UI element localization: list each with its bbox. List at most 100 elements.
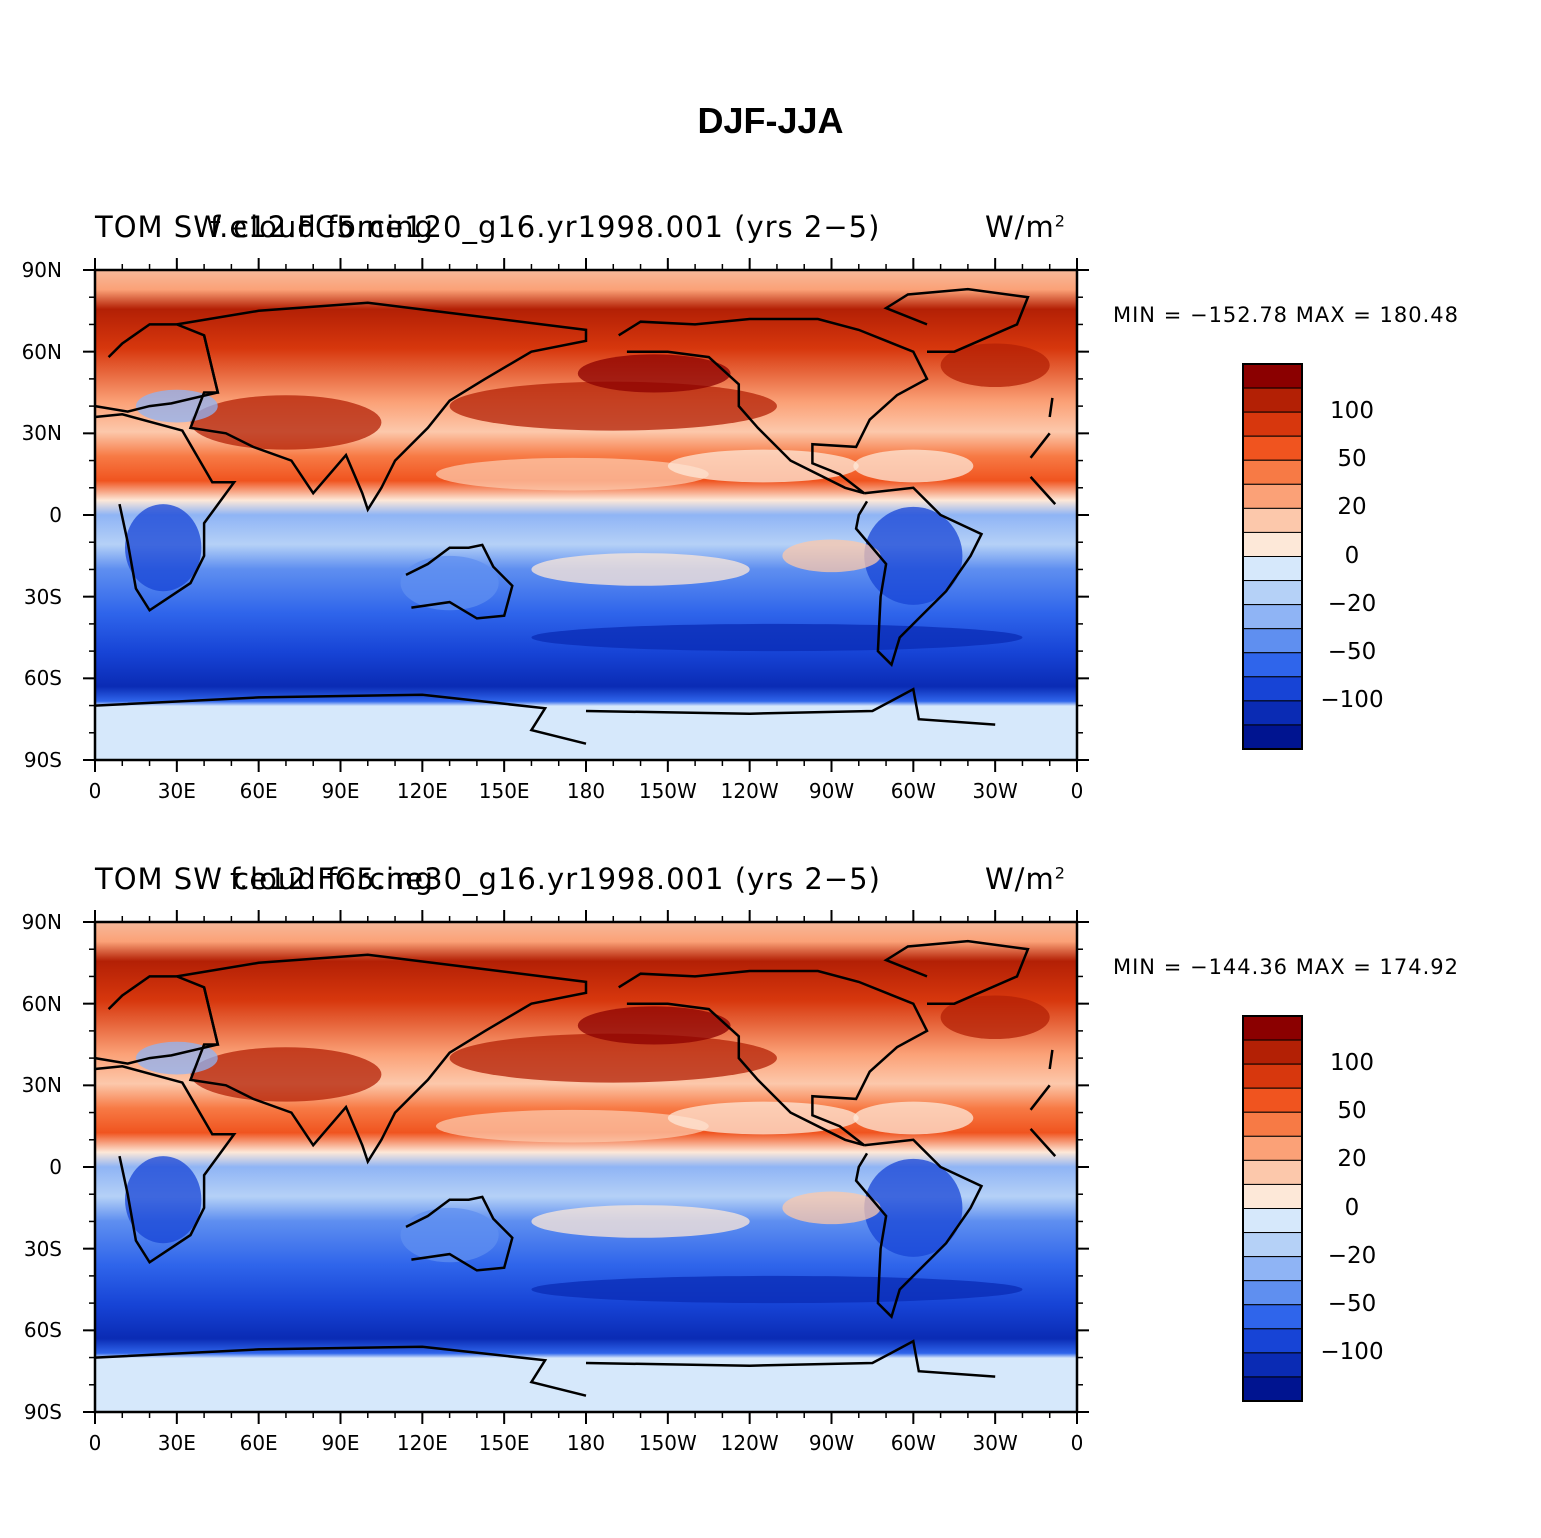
colorbar-label: −100 xyxy=(1320,686,1384,713)
lat-tick-label: 90S xyxy=(23,748,62,772)
colorbar-label: −50 xyxy=(1327,638,1377,665)
colorbar-label: 0 xyxy=(1344,542,1360,569)
coastline-antarctica xyxy=(94,693,587,745)
coastline-africa xyxy=(1029,1128,1057,1157)
field-anomaly xyxy=(667,449,859,483)
lon-tick-label: 60E xyxy=(239,1431,278,1455)
colorbar-swatch xyxy=(1242,1328,1303,1354)
coastline-namerica xyxy=(618,969,929,1147)
colorbar-swatch xyxy=(1242,1352,1303,1378)
lat-tick-label: 30N xyxy=(21,1073,62,1098)
lon-tick-label: 120E xyxy=(396,779,448,803)
lon-tick-label: 60W xyxy=(890,779,936,803)
panel-units-label: W/m2 xyxy=(985,862,1066,896)
coastline-europe xyxy=(1048,1049,1054,1070)
colorbar-label: −20 xyxy=(1327,590,1377,617)
lat-tick-label: 60S xyxy=(23,1318,62,1343)
field-anomaly xyxy=(667,1101,859,1135)
coastline-africa xyxy=(1029,1084,1051,1111)
lon-tick-label: 90E xyxy=(321,1431,360,1455)
colorbar-swatch xyxy=(1242,556,1303,582)
colorbar xyxy=(1242,1015,1303,1402)
lon-tick-label: 120E xyxy=(396,1431,448,1455)
colorbar-swatch xyxy=(1242,387,1303,413)
lon-tick-label: 30E xyxy=(157,779,196,803)
colorbar-label: 20 xyxy=(1337,1146,1367,1173)
coastline-asia xyxy=(176,301,588,513)
lat-tick-label: 0 xyxy=(49,1155,62,1179)
lon-tick-label: 120W xyxy=(720,779,779,803)
panel-variable-label: TOM SW cloud forcing xyxy=(95,210,434,244)
coastline-namerica xyxy=(618,317,929,495)
field-anomaly xyxy=(125,1156,202,1244)
colorbar-label: 100 xyxy=(1330,398,1374,425)
colorbar-swatch xyxy=(1242,604,1303,630)
field-anomaly xyxy=(782,539,881,573)
field-anomaly xyxy=(531,553,750,586)
panel-case-label: f.e12.FC5.ne120_g16.yr1998.001 (yrs 2−5) xyxy=(210,210,881,244)
field-anomaly xyxy=(853,449,974,483)
field-anomaly xyxy=(449,381,777,431)
colorbar-swatch xyxy=(1242,1039,1303,1065)
field-anomaly xyxy=(400,555,499,611)
lon-tick-label: 150E xyxy=(478,1431,530,1455)
colorbar-swatch xyxy=(1242,1111,1303,1137)
lon-tick-label: 60W xyxy=(890,1431,936,1455)
colorbar-label: 20 xyxy=(1337,494,1367,521)
lon-tick-label: 60E xyxy=(239,779,278,803)
coastline-antarctica xyxy=(585,1339,996,1378)
coastline-antarctica xyxy=(94,1345,587,1397)
field-anomaly xyxy=(531,623,1023,652)
lon-tick-label: 0 xyxy=(1070,1431,1084,1455)
map-2 xyxy=(83,910,1303,1424)
field-anomaly xyxy=(782,1191,881,1225)
colorbar-label: 100 xyxy=(1330,1050,1374,1077)
lat-tick-label: 90S xyxy=(23,1400,62,1424)
colorbar-swatch xyxy=(1242,435,1303,461)
panel-units-label: W/m2 xyxy=(985,210,1066,244)
lon-tick-label: 30W xyxy=(972,1431,1018,1455)
colorbar-swatch xyxy=(1242,1063,1303,1089)
min-max-label: MIN = −144.36 MAX = 174.92 xyxy=(1113,955,1460,979)
field-anomaly xyxy=(449,1033,777,1083)
colorbar-swatch xyxy=(1242,1135,1303,1161)
field-anomaly xyxy=(853,1101,974,1135)
colorbar-label: 50 xyxy=(1337,446,1367,473)
colorbar-swatch xyxy=(1242,1087,1303,1113)
colorbar-label: −20 xyxy=(1327,1242,1377,1269)
lon-tick-label: 120W xyxy=(720,1431,779,1455)
field-anomaly xyxy=(190,395,382,450)
map-panel-2: TOM SW cloud forcing f.e12.FC5.ne30_g16.… xyxy=(0,652,1541,1302)
field-anomaly xyxy=(190,1047,382,1102)
field-anomaly xyxy=(577,1006,731,1045)
field-anomaly xyxy=(577,354,731,393)
lat-tick-label: 60N xyxy=(21,991,62,1016)
lon-tick-label: 180 xyxy=(566,1431,606,1455)
figure-title: DJF-JJA xyxy=(697,100,844,141)
lon-tick-label: 90E xyxy=(321,779,360,803)
colorbar-swatch xyxy=(1242,363,1303,389)
lat-tick-label: 60N xyxy=(21,339,62,364)
panel-variable-label: TOM SW cloud forcing xyxy=(95,862,434,896)
field-anomaly xyxy=(940,343,1050,388)
coastline-africa xyxy=(94,413,237,613)
field-anomaly xyxy=(531,1205,750,1238)
colorbar-swatch xyxy=(1242,1208,1303,1234)
coastline-australia xyxy=(405,543,514,620)
field-anomaly xyxy=(435,457,709,491)
lat-tick-label: 30S xyxy=(23,584,62,609)
coastline-greenland xyxy=(883,939,1030,1005)
lon-tick-label: 90W xyxy=(808,1431,855,1455)
coastline-samerica xyxy=(854,486,984,668)
colorbar-swatch xyxy=(1242,676,1303,702)
coastline-greenland xyxy=(883,287,1030,353)
map-1 xyxy=(83,258,1303,772)
lat-tick-label: 30S xyxy=(23,1236,62,1261)
colorbar-swatch xyxy=(1242,1232,1303,1258)
lon-tick-label: 150E xyxy=(478,779,530,803)
coastline-antarctica xyxy=(585,687,996,726)
colorbar-swatch xyxy=(1242,1183,1303,1209)
colorbar-swatch xyxy=(1242,459,1303,485)
colorbar-swatch xyxy=(1242,1280,1303,1306)
lat-tick-label: 90N xyxy=(21,910,62,934)
